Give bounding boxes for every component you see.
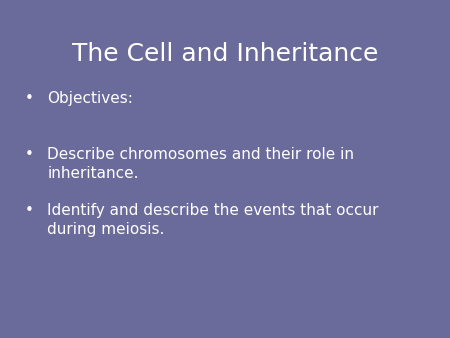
Text: Identify and describe the events that occur
during meiosis.: Identify and describe the events that oc… (47, 203, 379, 237)
Text: The Cell and Inheritance: The Cell and Inheritance (72, 42, 378, 66)
Text: •: • (25, 147, 34, 162)
Text: Objectives:: Objectives: (47, 91, 133, 106)
Text: •: • (25, 203, 34, 218)
Text: Describe chromosomes and their role in
inheritance.: Describe chromosomes and their role in i… (47, 147, 354, 181)
Text: •: • (25, 91, 34, 106)
